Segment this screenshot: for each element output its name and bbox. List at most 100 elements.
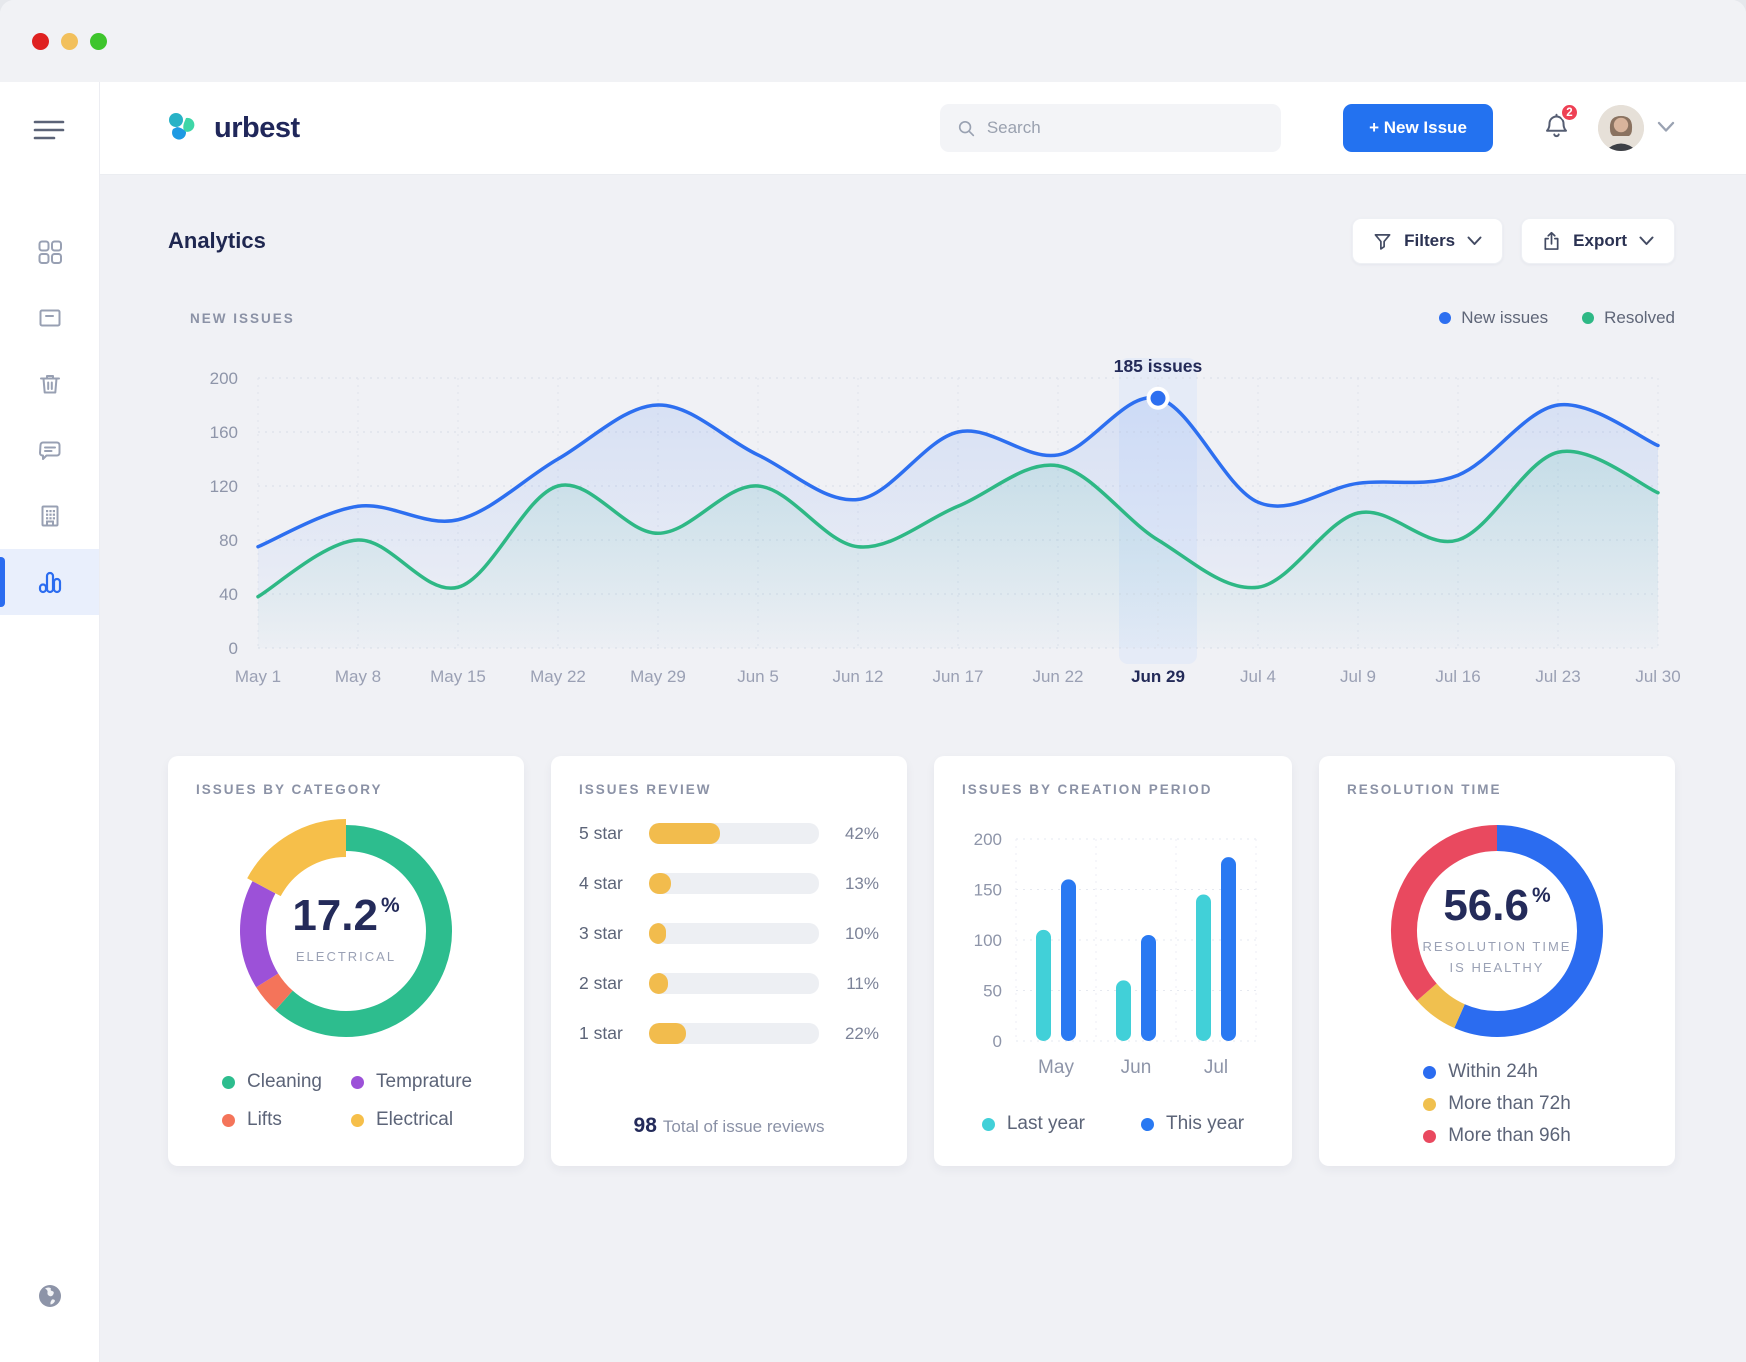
y-axis-label: 100 — [974, 931, 1002, 950]
resolution-donut-chart[interactable] — [1377, 811, 1617, 1051]
window-close-button[interactable] — [32, 32, 49, 50]
avatar-photo — [1598, 105, 1644, 151]
page-title: Analytics — [168, 228, 266, 253]
bar-this-year-jun — [1141, 934, 1156, 1041]
category-legend: Cleaning Temprature Lifts Electrical — [196, 1071, 496, 1131]
y-axis-label: 0 — [993, 1032, 1002, 1051]
chevron-down-icon — [1657, 121, 1675, 132]
export-icon — [1544, 231, 1559, 250]
star-label: 3 star — [579, 923, 623, 943]
notification-badge: 2 — [1560, 103, 1579, 122]
legend-label: Last year — [1006, 1113, 1085, 1134]
legend-label: Electrical — [376, 1109, 454, 1130]
y-axis-label: 80 — [219, 531, 238, 550]
messages-icon — [38, 441, 60, 460]
legend-item-lifts: Lifts — [222, 1109, 351, 1131]
rating-percent: 11% — [846, 973, 879, 993]
app-header: urbest + New Issue 2 — [100, 82, 1746, 175]
x-axis-label: May 1 — [235, 667, 281, 686]
rating-bar-fill — [649, 973, 668, 994]
window-zoom-button[interactable] — [90, 32, 107, 50]
rating-percent: 13% — [844, 873, 879, 893]
account-menu-chevron[interactable] — [1657, 121, 1675, 136]
legend-item-new-issues: New issues — [1439, 308, 1548, 328]
y-axis-label: 160 — [210, 423, 238, 442]
creation-period-bar-chart[interactable]: 0 50 100 150 200 May Jun Jul — [962, 815, 1264, 1095]
card-title: RESOLUTION TIME — [1347, 782, 1502, 797]
sidebar-item-buildings[interactable] — [0, 483, 99, 549]
window-minimize-button[interactable] — [61, 32, 78, 50]
bell-icon — [1546, 113, 1567, 138]
donut-slice-more-than-72h — [1417, 983, 1466, 1029]
x-axis-label: May 15 — [430, 667, 486, 686]
export-button[interactable]: Export — [1521, 218, 1675, 264]
legend-dot — [222, 1075, 235, 1089]
legend-item-this-year: This year — [1141, 1113, 1244, 1135]
x-axis-label: Jun — [1121, 1057, 1152, 1078]
sidebar-item-messages[interactable] — [0, 417, 99, 483]
rating-percent: 42% — [844, 823, 879, 843]
donut-slice-lifts — [256, 973, 294, 1011]
analytics-page: Analytics Filters Export — [100, 175, 1746, 1362]
period-legend: Last year This year — [962, 1113, 1264, 1135]
legend-dot — [222, 1113, 235, 1127]
x-axis-label: Jun 5 — [737, 667, 779, 686]
filters-label: Filters — [1404, 231, 1456, 250]
legend-item-more-than-96h: More than 96h — [1423, 1125, 1571, 1147]
bar-this-year-may — [1061, 879, 1076, 1041]
sidebar-item-trash[interactable] — [0, 351, 99, 417]
sidebar-item-archive[interactable] — [0, 285, 99, 351]
sidebar-item-analytics[interactable] — [0, 549, 99, 615]
x-axis-label: Jul 4 — [1240, 667, 1276, 686]
logo[interactable]: urbest — [164, 109, 300, 147]
resolution-legend: Within 24h More than 72h More than 96h — [1423, 1061, 1571, 1147]
legend-dot — [1423, 1129, 1437, 1143]
globe-icon[interactable] — [35, 1281, 65, 1314]
chevron-down-icon — [1467, 236, 1482, 245]
legend-label: New issues — [1461, 308, 1549, 327]
star-label: 5 star — [579, 823, 623, 843]
new-issue-button[interactable]: + New Issue — [1343, 104, 1493, 152]
category-donut-chart[interactable] — [226, 811, 466, 1051]
search-input[interactable] — [986, 118, 1265, 138]
search-icon — [958, 120, 975, 137]
star-label: 2 star — [579, 973, 623, 993]
sidebar-item-dashboard[interactable] — [0, 219, 99, 285]
legend-label: More than 72h — [1448, 1093, 1571, 1114]
y-axis-label: 40 — [219, 585, 238, 604]
filters-button[interactable]: Filters — [1352, 218, 1504, 264]
x-axis-label: Jun 12 — [832, 667, 883, 686]
analytics-chart-icon — [38, 571, 61, 594]
user-avatar[interactable] — [1598, 105, 1644, 151]
new-issues-line-chart[interactable]: 0 40 80 120 160 200 May 1 May 8 May 15 May 22 May … — [168, 356, 1681, 696]
review-total-label: Total of issue reviews — [662, 1117, 825, 1136]
hamburger-menu-icon[interactable] — [27, 112, 73, 151]
review-row: 5 star 42% — [579, 823, 879, 844]
rating-bar-track — [649, 923, 819, 944]
y-axis-label: 0 — [229, 639, 238, 658]
legend-dot — [1439, 312, 1452, 324]
x-axis-label: Jun 22 — [1032, 667, 1083, 686]
notifications-button[interactable]: 2 — [1543, 103, 1579, 144]
legend-dot — [351, 1113, 364, 1127]
star-label: 4 star — [579, 873, 623, 893]
rating-bar-track — [649, 973, 819, 994]
card-title: ISSUES REVIEW — [579, 782, 712, 797]
x-axis-label: Jul 23 — [1535, 667, 1580, 686]
rating-bar-track — [649, 823, 819, 844]
x-axis-label: May — [1038, 1057, 1074, 1078]
card-title: ISSUES BY CREATION PERIOD — [962, 782, 1213, 797]
chart-tooltip: 185 issues — [1114, 356, 1203, 376]
x-axis-label: Jul 9 — [1340, 667, 1376, 686]
filter-funnel-icon — [1374, 233, 1391, 250]
dashboard-grid-icon — [38, 240, 62, 264]
sidebar-nav — [0, 219, 99, 615]
legend-item-more-than-72h: More than 72h — [1423, 1093, 1571, 1115]
new-issues-section-title: NEW ISSUES — [190, 310, 295, 326]
rating-bar-fill — [649, 923, 666, 944]
legend-label: Resolved — [1604, 308, 1675, 327]
export-label: Export — [1573, 231, 1627, 250]
x-axis-label: Jul 30 — [1635, 667, 1680, 686]
line-series-resolved — [256, 449, 1660, 599]
search-bar[interactable] — [940, 104, 1281, 152]
